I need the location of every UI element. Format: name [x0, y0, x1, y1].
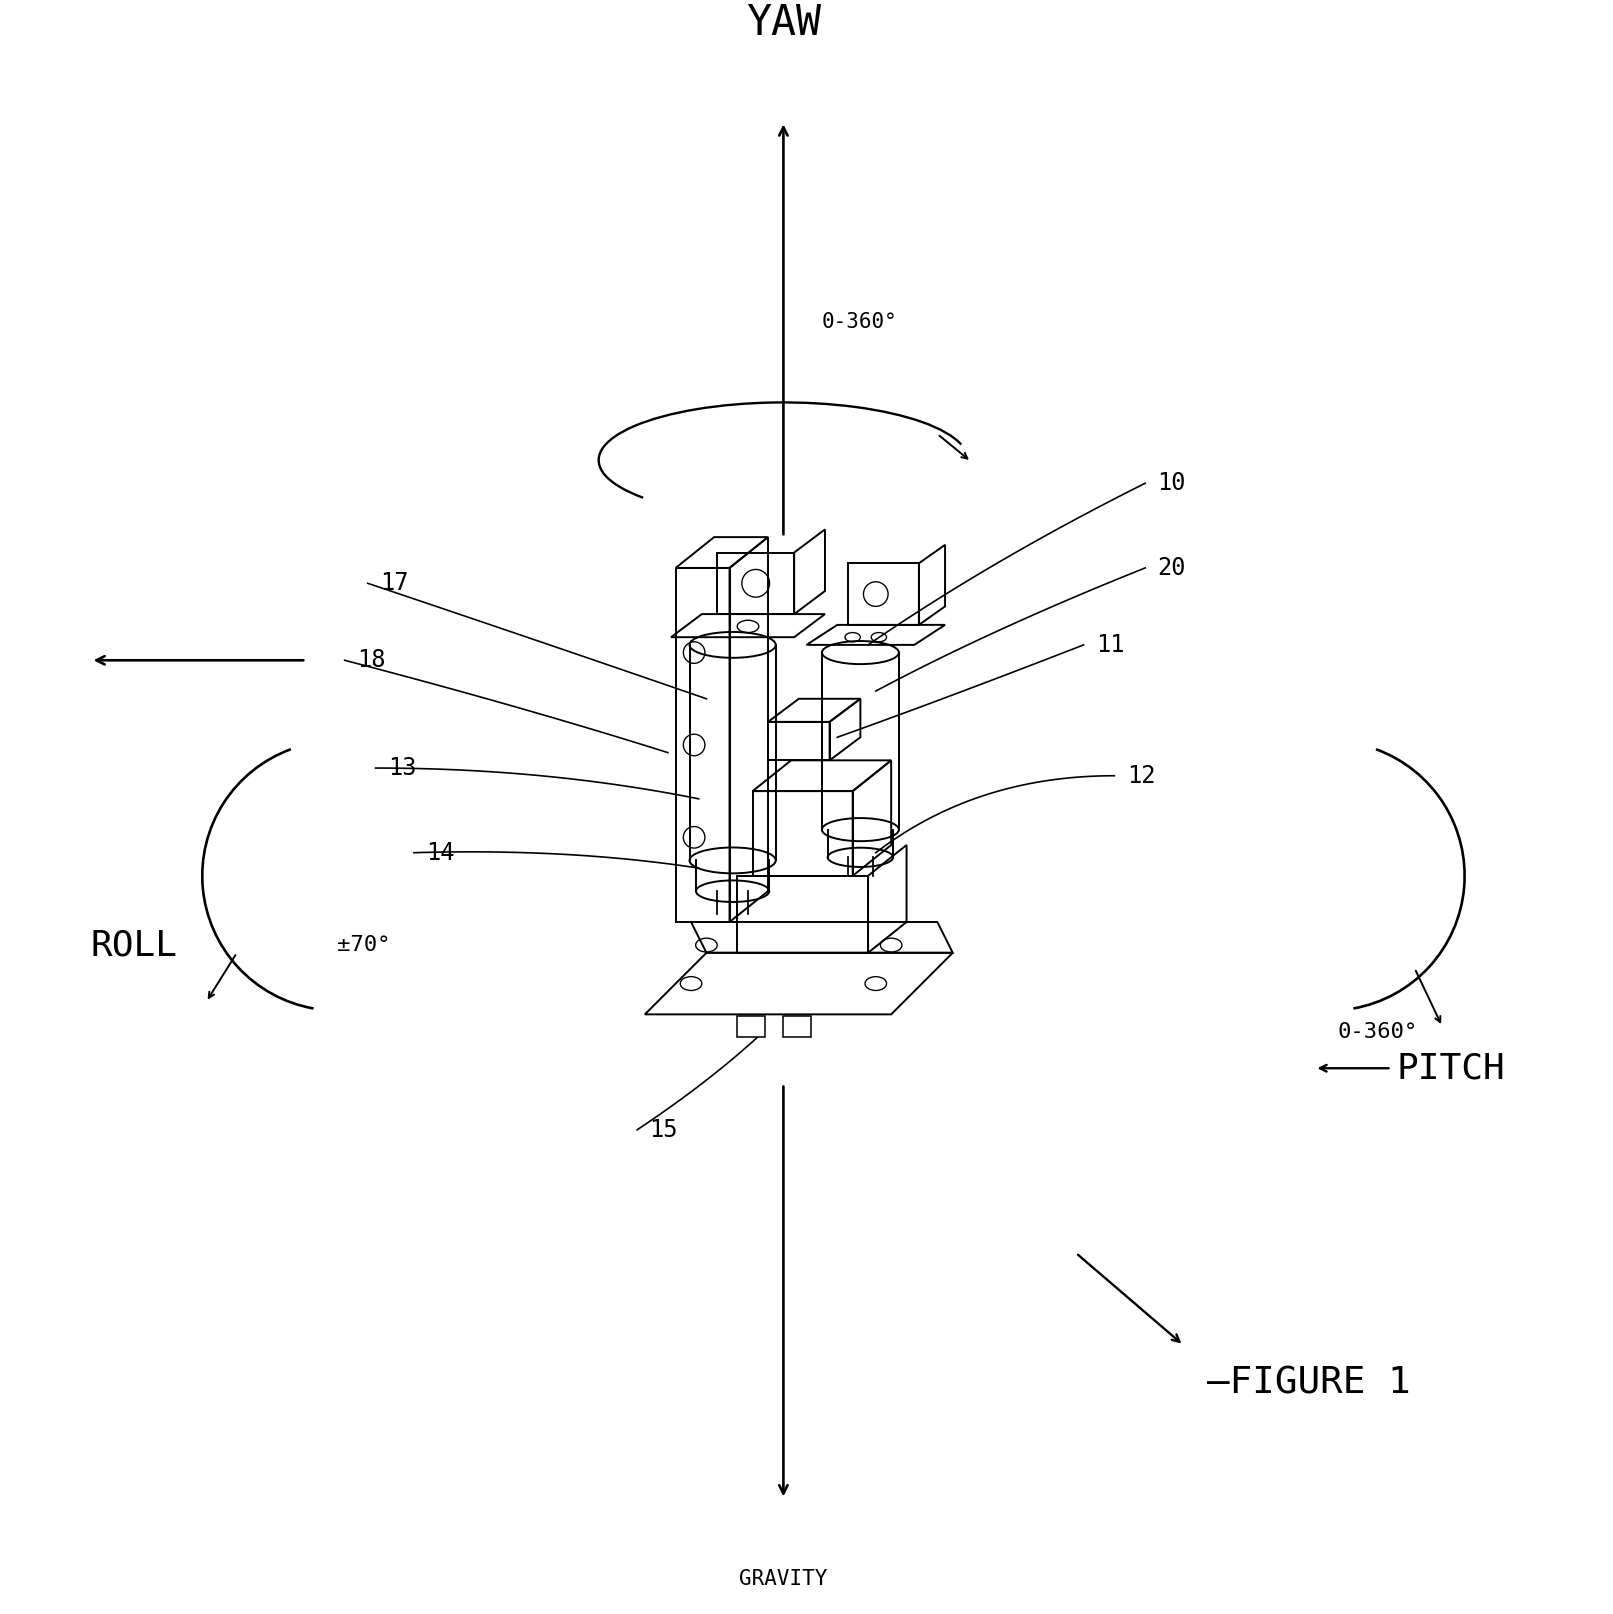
Text: YAW: YAW	[745, 3, 821, 45]
Text: ROLL: ROLL	[90, 928, 177, 962]
Text: 15: 15	[650, 1119, 677, 1141]
Text: 11: 11	[1095, 633, 1124, 657]
Text: PITCH: PITCH	[1397, 1051, 1505, 1085]
Text: 0-360°: 0-360°	[1337, 1022, 1418, 1043]
Text: 10: 10	[1158, 471, 1186, 495]
Text: 18: 18	[356, 649, 386, 673]
Text: 13: 13	[387, 755, 416, 780]
Text: GRAVITY: GRAVITY	[739, 1569, 827, 1588]
Text: 12: 12	[1127, 763, 1155, 788]
Text: 17: 17	[381, 571, 408, 596]
Text: 14: 14	[426, 841, 455, 865]
Bar	[784, 1015, 811, 1038]
Bar	[737, 1015, 765, 1038]
Text: —FIGURE 1: —FIGURE 1	[1207, 1365, 1410, 1403]
Text: 20: 20	[1158, 555, 1186, 579]
Text: 0-360°: 0-360°	[823, 312, 898, 331]
Text: ±70°: ±70°	[337, 935, 390, 955]
